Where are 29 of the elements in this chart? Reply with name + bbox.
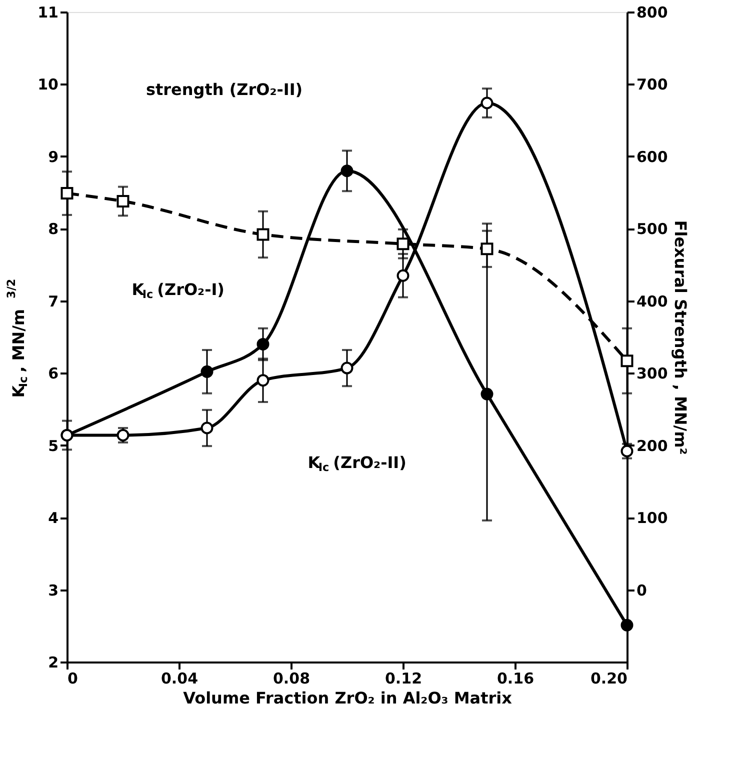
y-tick-label: 7 [48,292,58,310]
y-tick-label: 5 [48,436,58,455]
y2-tick-label: 300 [636,364,668,383]
x-tick-label: 0.08 [272,670,310,688]
y2-tick-label: 700 [636,76,668,94]
x-axis-title: Volume Fraction ZrO₂ in Al₂O₃ Matrix [183,688,513,708]
y2-tick-label: 0 [636,581,647,600]
y-tick-label: 11 [38,4,58,22]
y2-tick-label: 800 [636,4,668,22]
x-tick-label: 0.12 [384,670,422,688]
x-tick-label: 0.16 [496,670,534,688]
y-axis-title: KIc , MN/m3/2 [4,278,30,398]
annotation: strength (ZrO₂-II) [146,80,303,99]
y2-tick-label: 200 [636,436,668,455]
x-tick-label: 0.04 [160,670,198,688]
y-tick-label: 10 [38,76,58,94]
y-tick-label: 3 [48,581,58,600]
y-tick-label: 2 [48,654,58,672]
y-tick-label: 4 [48,509,58,528]
y2-tick-label: 400 [636,292,668,310]
x-tick-label: 0.20 [590,670,628,688]
y2-tick-label: 100 [636,509,668,528]
y-tick-label: 8 [48,220,58,238]
y2-tick-label: 500 [636,220,668,238]
y2-axis-title: Flexural Strength , MN/m² [670,220,690,455]
y2-tick-label: 600 [636,148,668,166]
x-tick-label: 0 [68,670,78,688]
y-tick-label: 6 [48,364,58,383]
y-tick-label: 9 [48,148,58,166]
